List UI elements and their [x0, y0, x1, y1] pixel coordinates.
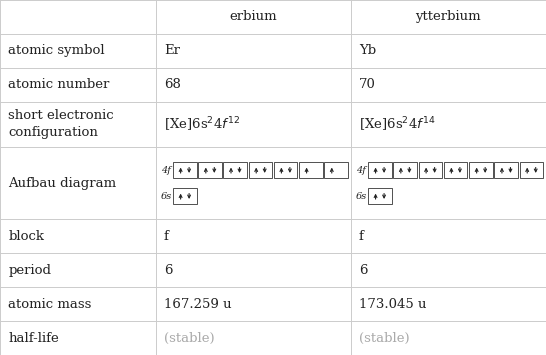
Text: 173.045 u: 173.045 u [359, 298, 426, 311]
Text: 167.259 u: 167.259 u [164, 298, 232, 311]
Bar [324, 162, 348, 178]
Text: atomic symbol: atomic symbol [8, 44, 105, 57]
Text: half-life: half-life [8, 332, 59, 345]
Text: 70: 70 [359, 78, 376, 91]
Bar [173, 189, 197, 204]
Bar [299, 162, 323, 178]
Text: Aufbau diagram: Aufbau diagram [8, 177, 116, 190]
Text: Yb: Yb [359, 44, 376, 57]
Bar [368, 189, 391, 204]
Bar [469, 162, 492, 178]
Text: 6s: 6s [356, 192, 367, 201]
Text: ytterbium: ytterbium [416, 10, 481, 23]
Text: period: period [8, 264, 51, 277]
Text: [Xe]6s$^2$4$f^{14}$: [Xe]6s$^2$4$f^{14}$ [359, 115, 435, 133]
Text: 68: 68 [164, 78, 181, 91]
Text: atomic number: atomic number [8, 78, 110, 91]
Text: 6: 6 [164, 264, 173, 277]
Bar [274, 162, 298, 178]
Bar [223, 162, 247, 178]
Text: f: f [164, 230, 169, 243]
Text: [Xe]6s$^2$4$f^{12}$: [Xe]6s$^2$4$f^{12}$ [164, 115, 240, 133]
Bar [520, 162, 543, 178]
Text: 6: 6 [359, 264, 367, 277]
Text: (stable): (stable) [164, 332, 215, 345]
Bar [248, 162, 272, 178]
Bar [444, 162, 467, 178]
Text: atomic mass: atomic mass [8, 298, 92, 311]
Bar [393, 162, 417, 178]
Text: block: block [8, 230, 44, 243]
Text: 4f: 4f [161, 166, 171, 175]
Bar [198, 162, 222, 178]
Text: Er: Er [164, 44, 180, 57]
Text: f: f [359, 230, 364, 243]
Bar [368, 162, 391, 178]
Bar [173, 162, 197, 178]
Text: erbium: erbium [229, 10, 277, 23]
Text: short electronic
configuration: short electronic configuration [8, 109, 114, 140]
Bar [494, 162, 518, 178]
Text: (stable): (stable) [359, 332, 410, 345]
Text: 4f: 4f [356, 166, 366, 175]
Text: 6s: 6s [161, 192, 173, 201]
Bar [419, 162, 442, 178]
